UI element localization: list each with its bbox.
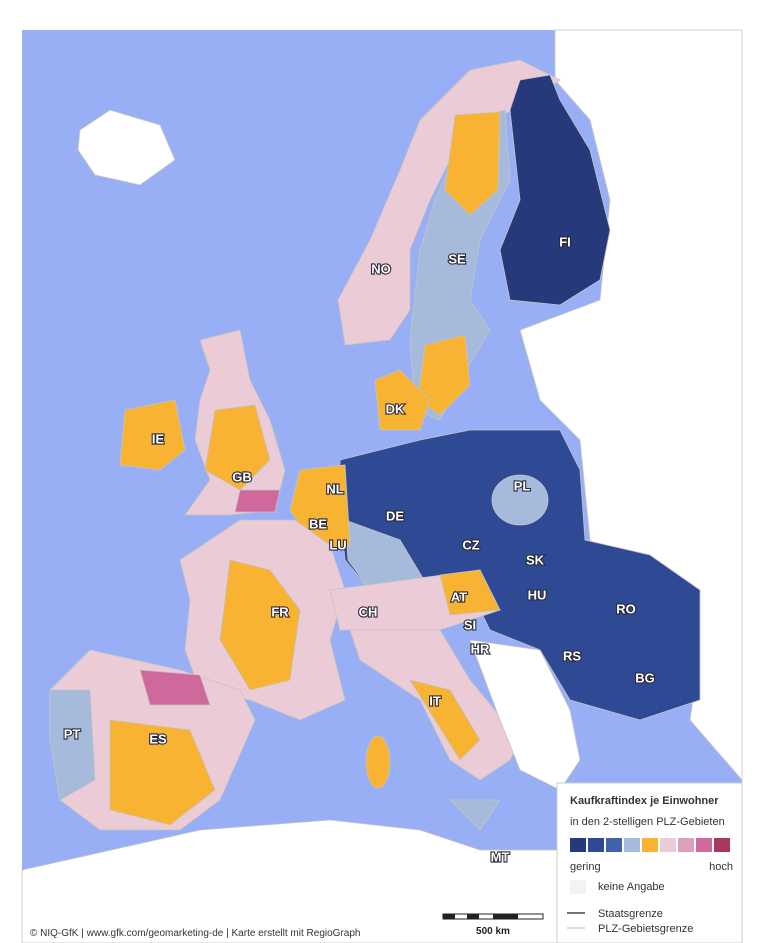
iberia-north <box>139 669 211 706</box>
legend-no-data: keine Angabe <box>598 881 665 893</box>
country-label: FI <box>559 234 571 249</box>
country-label: HR <box>471 641 490 656</box>
italy-south <box>409 679 481 761</box>
legend-country-border: Staatsgrenze <box>598 908 663 920</box>
country-label: LU <box>329 537 346 552</box>
country-label: BG <box>635 670 655 685</box>
country-label: IE <box>152 431 165 446</box>
gb-south <box>234 489 281 513</box>
scale-bar-segment <box>443 914 455 919</box>
ireland <box>119 399 186 471</box>
finland <box>499 74 611 306</box>
iceland <box>77 109 176 186</box>
legend-swatch <box>660 838 676 852</box>
legend-plz-border: PLZ-Gebietsgrenze <box>598 923 693 935</box>
legend-swatch <box>606 838 622 852</box>
gb-midlands <box>204 404 271 491</box>
country-label: FR <box>271 604 289 619</box>
land <box>21 29 743 943</box>
country-label: DK <box>386 401 405 416</box>
country-label: RS <box>563 648 581 663</box>
legend-swatch <box>570 838 586 852</box>
country-labels: NO SE FI DK IE GB NL BE LU DE PL CZ SK H… <box>63 233 656 865</box>
sweden-north <box>444 111 501 216</box>
legend-swatch <box>678 838 694 852</box>
legend-swatch <box>714 838 730 852</box>
country-label: AT <box>451 589 467 604</box>
country-label: PT <box>64 726 81 741</box>
country-label: NL <box>326 481 343 496</box>
country-label: SK <box>526 552 545 567</box>
scale-label: 500 km <box>476 926 510 937</box>
portugal <box>49 689 96 801</box>
scale-bar-segment <box>467 914 479 919</box>
scale-bar: 500 km <box>442 913 544 937</box>
pl-center <box>491 474 549 526</box>
country-label: IT <box>429 693 441 708</box>
country-label: ES <box>149 731 167 746</box>
country-label: SE <box>448 251 466 266</box>
legend: Kaufkraftindex je Einwohner in den 2-ste… <box>556 782 743 943</box>
country-label: RO <box>616 601 636 616</box>
sicily <box>449 799 501 831</box>
legend-swatch <box>624 838 640 852</box>
legend-swatch <box>642 838 658 852</box>
austria <box>439 569 501 616</box>
france-center <box>219 559 301 691</box>
country-label: HU <box>528 587 547 602</box>
legend-swatch <box>588 838 604 852</box>
balkans <box>469 639 581 791</box>
country-label: CH <box>359 604 378 619</box>
country-label: BE <box>309 516 327 531</box>
legend-high: hoch <box>709 861 733 873</box>
no-data-swatch <box>570 880 586 894</box>
denmark <box>374 369 431 431</box>
iberia-south <box>109 719 216 826</box>
country-label: GB <box>232 469 252 484</box>
north-africa <box>21 819 561 943</box>
norway <box>337 59 561 346</box>
legend-subtitle: in den 2-stelligen PLZ-Gebieten <box>570 816 725 828</box>
country-label: PL <box>514 478 531 493</box>
country-label: MT <box>491 849 510 864</box>
legend-low: gering <box>570 861 601 873</box>
sardinia <box>365 735 391 789</box>
legend-box <box>556 782 743 943</box>
legend-swatch <box>696 838 712 852</box>
country-label: DE <box>386 508 404 523</box>
country-label: SI <box>464 617 476 632</box>
country-label: NO <box>371 261 391 276</box>
country-label: CZ <box>462 537 479 552</box>
scale-bar-segment <box>493 914 518 919</box>
credit: © NIQ-GfK | www.gfk.com/geomarketing-de … <box>30 928 360 939</box>
legend-title: Kaufkraftindex je Einwohner <box>570 795 719 807</box>
